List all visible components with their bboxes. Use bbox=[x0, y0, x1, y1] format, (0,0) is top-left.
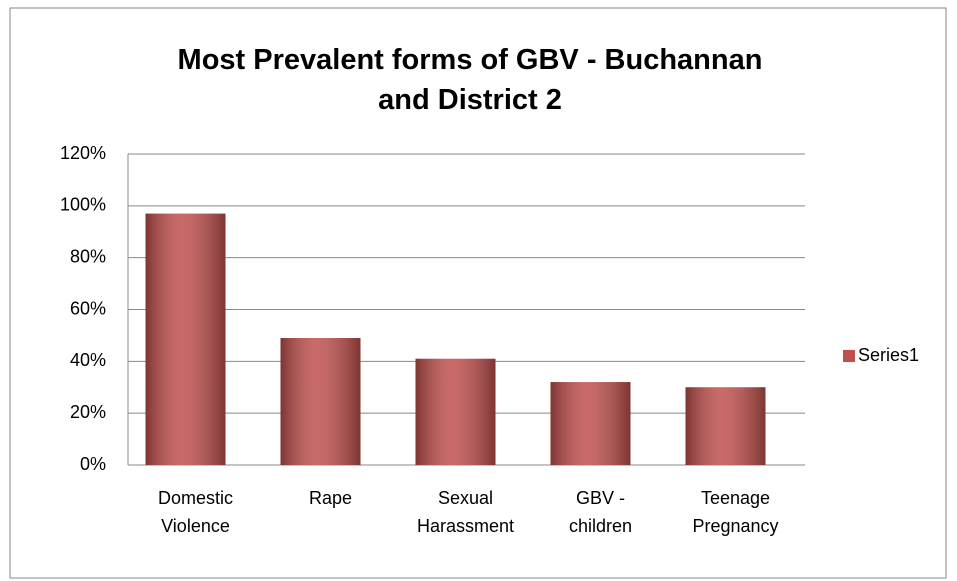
bar-shade bbox=[550, 382, 631, 465]
y-tick-label: 100% bbox=[60, 195, 106, 215]
x-tick-label: GBV - children bbox=[568, 488, 633, 536]
chart-title: Most Prevalent forms of GBV - Buchannan … bbox=[177, 44, 763, 116]
bar-shade bbox=[145, 213, 226, 465]
y-tick-label: 60% bbox=[70, 298, 106, 318]
bar-shade bbox=[685, 387, 766, 465]
y-tick-label: 120% bbox=[60, 143, 106, 163]
bar-shade bbox=[415, 358, 496, 465]
y-tick-label: 0% bbox=[80, 454, 106, 474]
y-tick-label: 80% bbox=[70, 246, 106, 266]
x-tick-label: Rape bbox=[308, 488, 353, 508]
legend-label: Series1 bbox=[858, 345, 919, 365]
x-tick-label: Teenage Pregnancy bbox=[692, 488, 779, 536]
x-tick-label: Domestic Violence bbox=[157, 488, 233, 536]
bar-shade bbox=[280, 338, 361, 465]
x-tick-label: Sexual Harassment bbox=[416, 488, 515, 536]
y-tick-label: 40% bbox=[70, 350, 106, 370]
y-tick-label: 20% bbox=[70, 402, 106, 422]
legend-swatch bbox=[843, 350, 855, 362]
